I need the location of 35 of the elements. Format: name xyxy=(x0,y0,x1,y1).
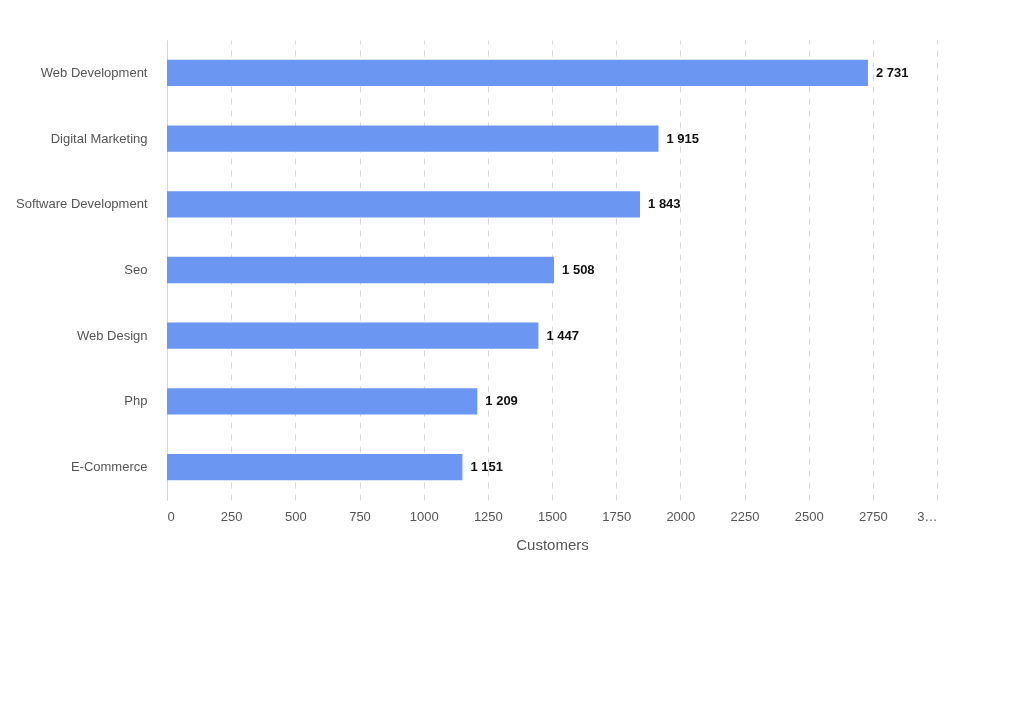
y-tick-label: Software Development xyxy=(15,196,148,212)
y-tick-label: Digital Marketing xyxy=(50,130,148,146)
x-tick-label: 2500 xyxy=(794,508,824,524)
bar xyxy=(167,59,868,86)
x-tick-label: 1750 xyxy=(602,508,632,524)
bar xyxy=(167,454,463,481)
y-tick-label: Php xyxy=(124,393,148,409)
bar xyxy=(167,388,478,415)
data-label: 1 151 xyxy=(470,459,503,475)
x-tick-label: 1250 xyxy=(473,508,503,524)
x-tick-label: 2750 xyxy=(858,508,888,524)
x-tick-label: 0 xyxy=(167,508,175,524)
y-tick-label: Web Development xyxy=(40,64,148,80)
data-label: 1 447 xyxy=(546,327,579,343)
x-tick-label: 1000 xyxy=(409,508,439,524)
data-label: 2 731 xyxy=(875,64,909,80)
data-label: 1 843 xyxy=(648,196,681,212)
y-tick-label: Seo xyxy=(124,262,148,277)
y-tick-label: E-Commerce xyxy=(70,459,148,475)
data-label: 1 508 xyxy=(562,262,595,277)
x-tick-label: 750 xyxy=(349,508,371,524)
x-tick-label: 3… xyxy=(917,508,938,524)
bar xyxy=(167,322,539,349)
x-tick-label: 500 xyxy=(284,508,307,524)
data-label: 1 915 xyxy=(666,130,700,146)
x-tick-label: 1500 xyxy=(538,508,567,524)
x-tick-label: 250 xyxy=(220,508,243,524)
data-label: 1 209 xyxy=(485,393,518,409)
bar xyxy=(167,191,641,218)
x-axis-title: Customers xyxy=(516,535,589,553)
y-tick-label: Web Design xyxy=(76,327,148,343)
x-tick-label: 2000 xyxy=(666,508,696,524)
bar xyxy=(167,125,659,152)
x-tick-label: 2250 xyxy=(730,508,760,524)
bar xyxy=(167,256,555,284)
